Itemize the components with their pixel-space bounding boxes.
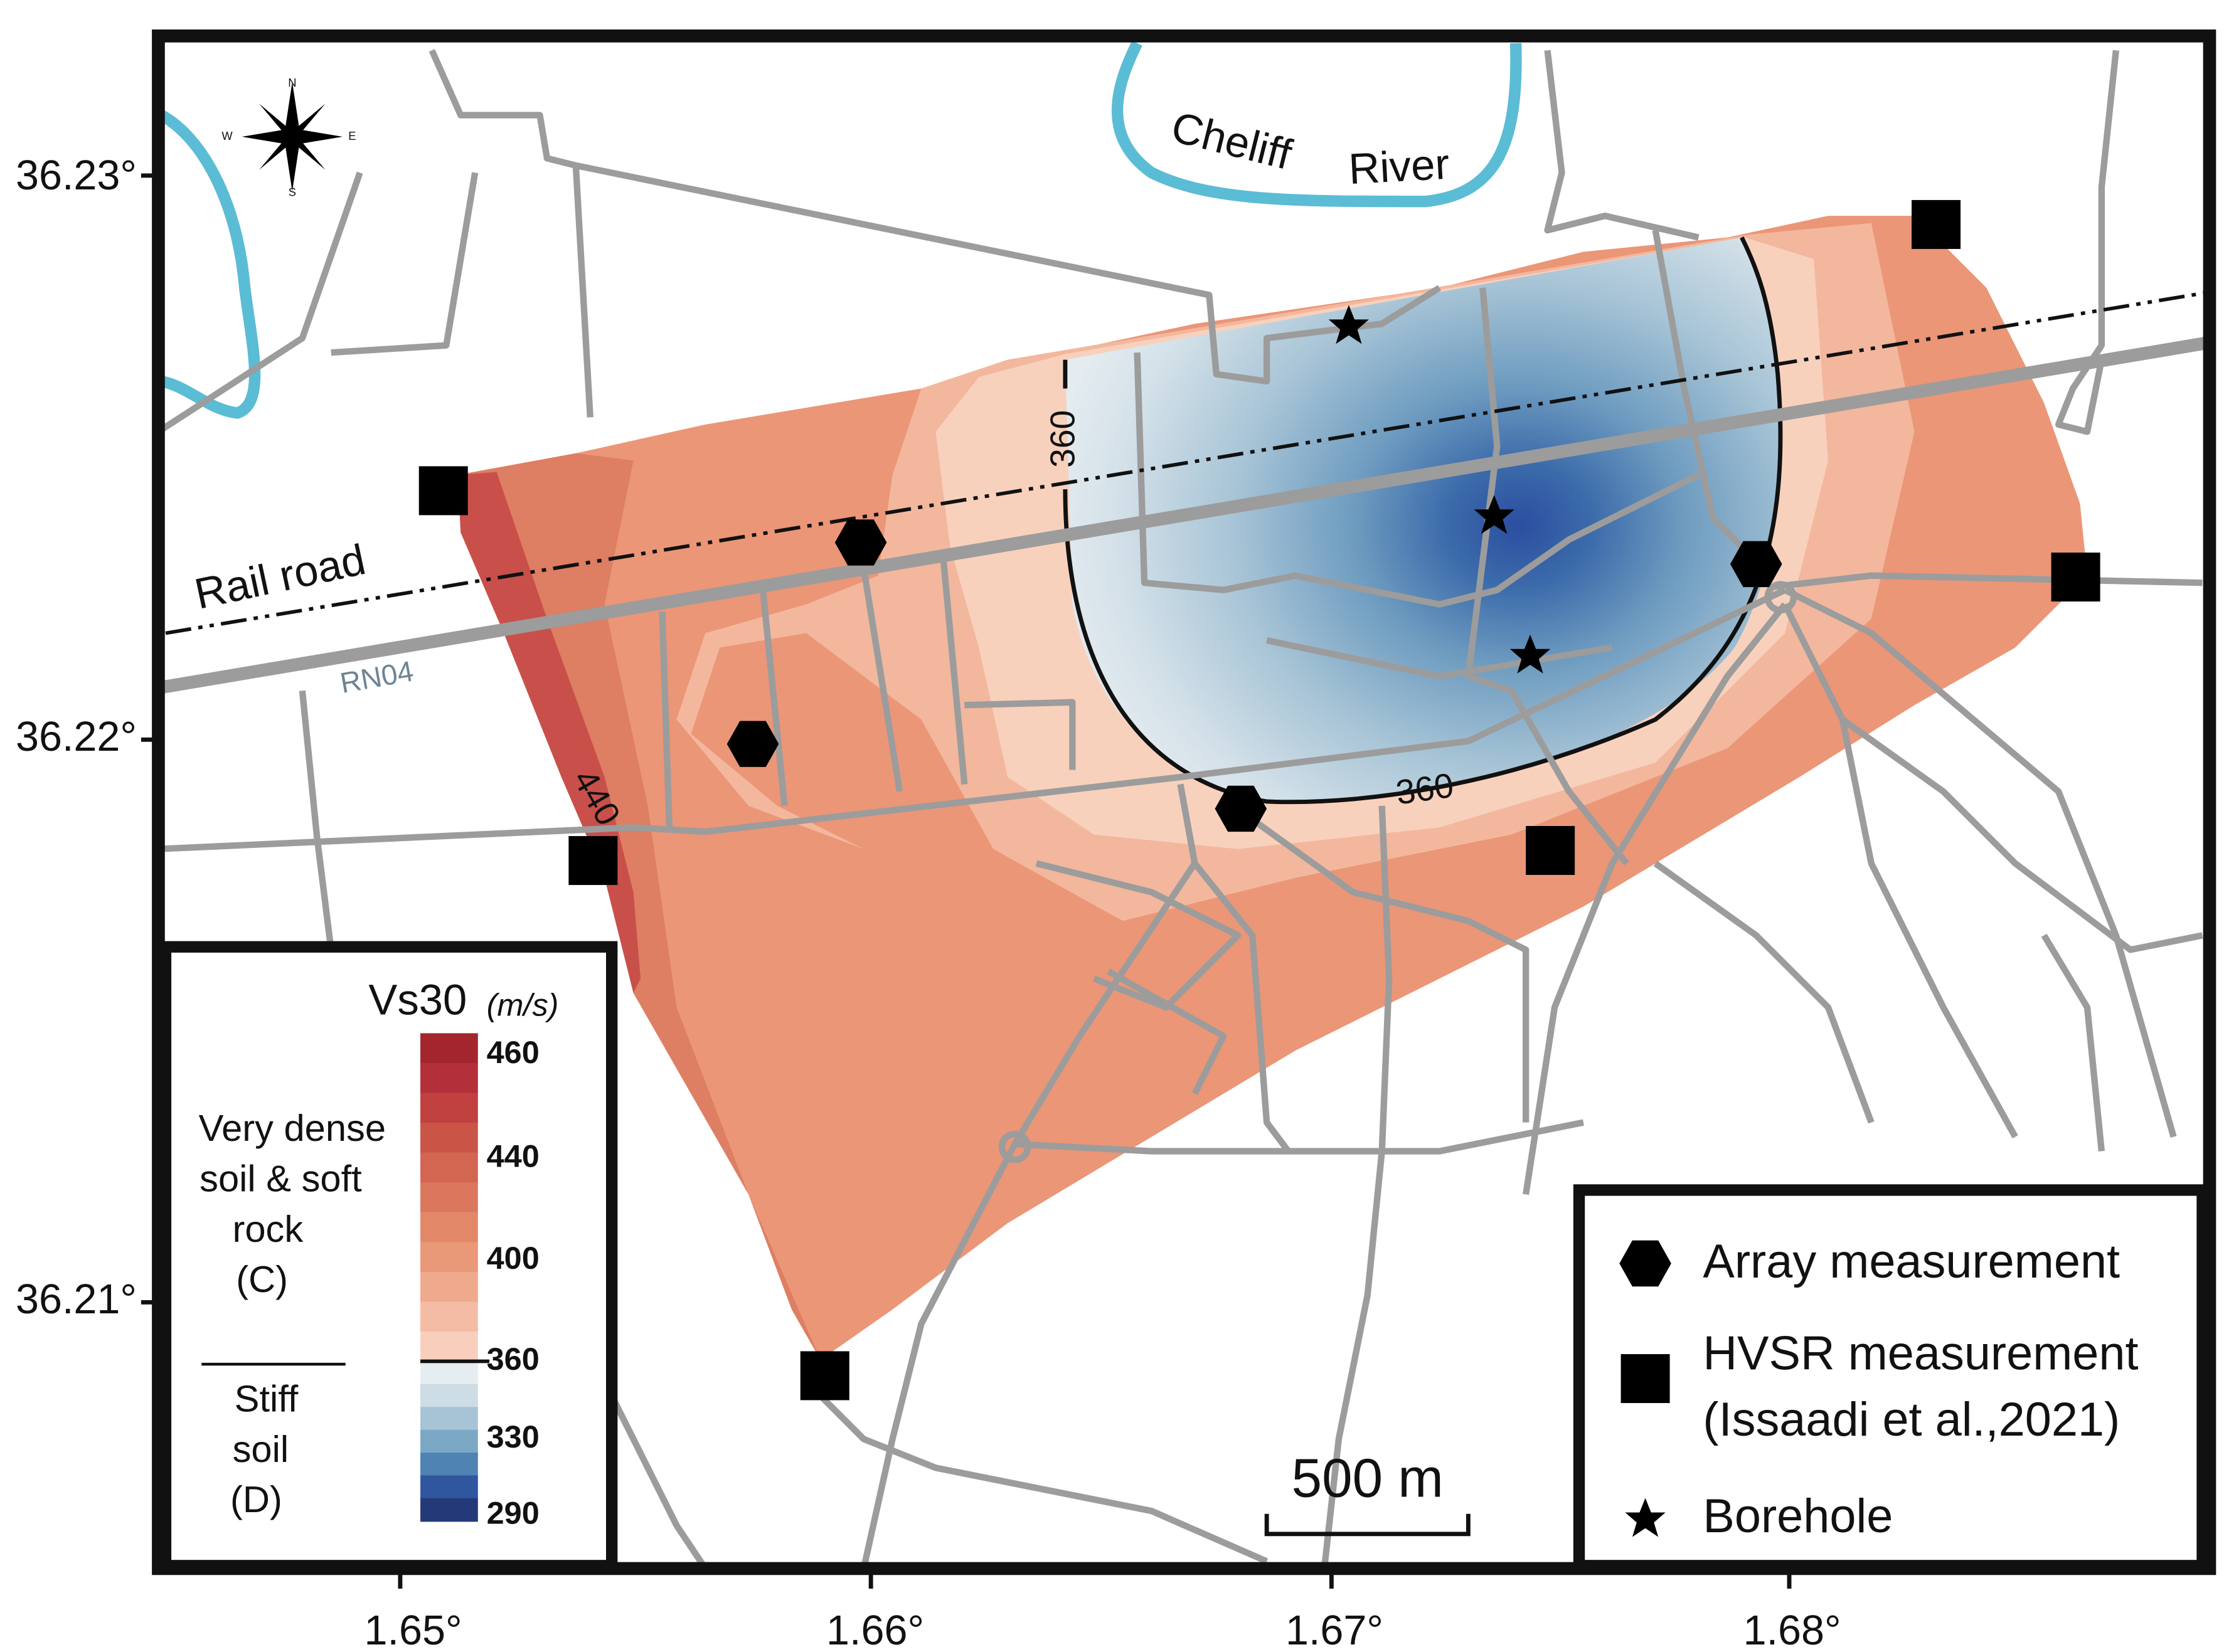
lat-tick-label: 36.22°	[16, 714, 137, 760]
colorbar-tick-label: 440	[487, 1138, 540, 1173]
colorbar-band	[420, 1123, 478, 1153]
legend-label: HVSR measurement	[1703, 1327, 2138, 1380]
axis-ticks	[141, 173, 1792, 1589]
legend-array-icon	[1619, 1240, 1671, 1287]
river	[1112, 40, 1522, 208]
compass-label: W	[221, 129, 233, 142]
colorbar-band	[420, 1062, 478, 1094]
colorbar-band	[420, 1033, 478, 1064]
lat-tick-label: 36.21°	[16, 1276, 137, 1323]
colorbar-band	[420, 1384, 478, 1408]
compass-label: N	[288, 76, 296, 89]
railroad	[165, 290, 2210, 635]
contour-label: 360	[1043, 410, 1082, 468]
scale-bar	[1264, 1513, 1471, 1537]
river	[158, 110, 261, 419]
legend-hvsr-icon	[1620, 1354, 1670, 1404]
colorbar-band	[420, 1331, 478, 1362]
soil-class-label: rock	[232, 1208, 303, 1250]
colorbar-band	[420, 1301, 478, 1333]
colorbar-tick-label: 360	[487, 1341, 540, 1377]
lon-tick-label: 1.66°	[826, 1607, 924, 1652]
road-network	[158, 49, 2203, 1569]
contour-label: 360	[1393, 765, 1456, 812]
river-label: River	[1348, 140, 1450, 193]
colorbar-band	[420, 1242, 478, 1273]
colorbar-band	[420, 1475, 478, 1499]
compass-label: E	[348, 129, 356, 142]
railroad-label: Rail road	[191, 535, 370, 618]
legend-box	[1573, 1184, 2208, 1572]
compass: N S E W	[221, 76, 356, 198]
colorbar-band	[420, 1361, 478, 1385]
compass-label: S	[289, 185, 296, 198]
lon-tick-label: 1.65°	[364, 1607, 462, 1652]
soil-class-label: (D)	[230, 1478, 282, 1520]
colorbar-tick-label: 330	[487, 1419, 540, 1454]
colorbar-band	[420, 1429, 478, 1454]
soil-class-label: Stiff	[235, 1378, 299, 1420]
contour-360	[1063, 236, 1783, 805]
lat-tick-label: 36.23°	[16, 152, 137, 199]
legend-borehole-icon	[1625, 1498, 1666, 1537]
colorbar-band	[420, 1182, 478, 1213]
river-label: Cheliff	[1167, 102, 1297, 179]
soil-class-label: (C)	[236, 1258, 288, 1300]
legend-label: (Issaadi et al.,2021)	[1703, 1393, 2120, 1446]
hvsr-markers	[418, 199, 2100, 1400]
colorbar-unit: (m/s)	[487, 987, 559, 1022]
colorbar-band	[420, 1093, 478, 1124]
vs30-zone-red	[457, 472, 641, 993]
colorbar-band	[420, 1152, 478, 1183]
soil-class-label: Very dense	[199, 1107, 386, 1149]
highway	[158, 336, 2210, 694]
colorbar-box	[159, 941, 618, 1572]
array-markers	[726, 519, 1782, 832]
colorbar-band	[420, 1498, 478, 1522]
legend-label: Borehole	[1703, 1490, 1893, 1543]
legend-label: Array measurement	[1703, 1235, 2120, 1288]
map-area: Cheliff River Rail road RN04 360 360 440…	[158, 40, 2210, 1569]
colorbar-tick-label: 400	[487, 1240, 540, 1276]
soil-class-label: soil	[233, 1428, 289, 1470]
colorbar-tick-label: 290	[487, 1495, 540, 1530]
colorbar	[420, 1033, 478, 1522]
colorbar-tick-label: 460	[487, 1034, 540, 1070]
lon-tick-label: 1.68°	[1743, 1607, 1841, 1652]
borehole-markers	[1328, 305, 1551, 674]
colorbar-band	[420, 1271, 478, 1303]
lon-tick-label: 1.67°	[1285, 1607, 1383, 1652]
scale-bar-label: 500 m	[1292, 1448, 1444, 1508]
colorbar-band	[420, 1407, 478, 1431]
map-frame	[152, 29, 2216, 1575]
colorbar-band	[420, 1212, 478, 1243]
soil-class-label: soil & soft	[200, 1157, 362, 1199]
colorbar-title: Vs30	[368, 975, 467, 1024]
colorbar-band	[420, 1453, 478, 1476]
